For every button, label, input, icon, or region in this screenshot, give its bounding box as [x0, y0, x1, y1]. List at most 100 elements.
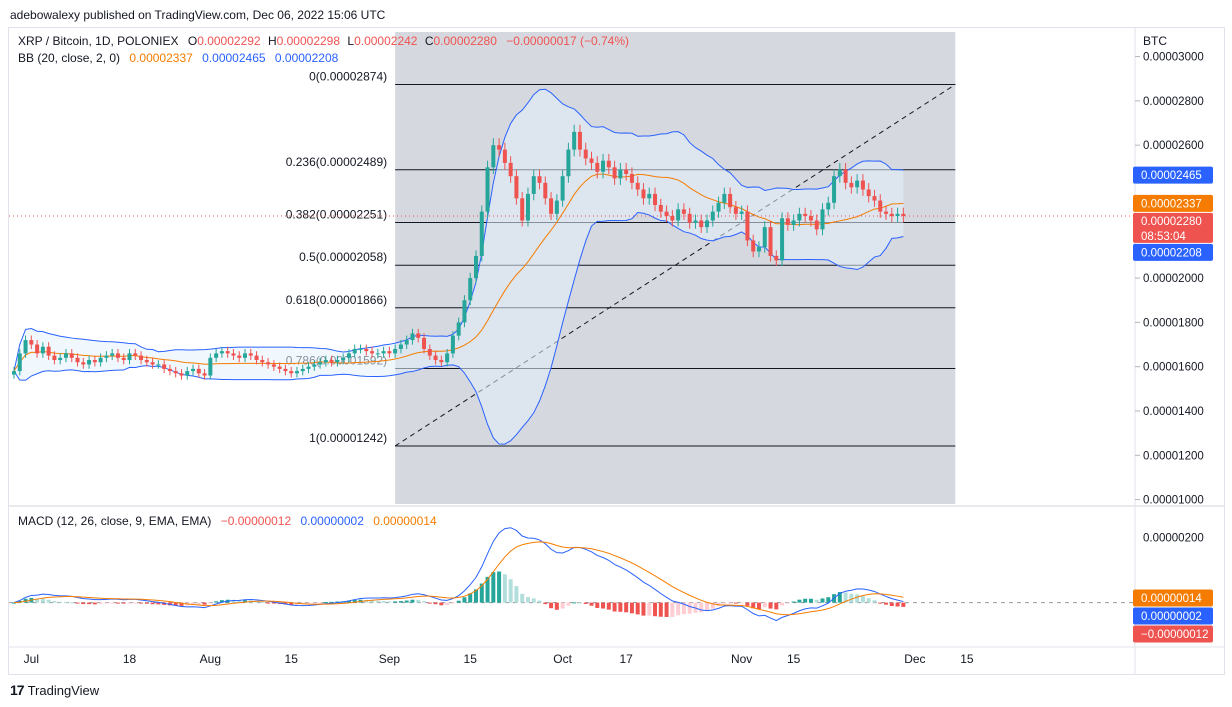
- macd-histogram-bar: [46, 599, 51, 603]
- candle-body: [29, 340, 34, 345]
- price-badge-label: 0.00002208: [1141, 247, 1202, 259]
- fib-level-label: 0.618(0.00001866): [286, 293, 387, 307]
- macd-histogram-bar: [121, 602, 126, 604]
- candle-body: [133, 353, 138, 356]
- macd-histogram-bar: [479, 583, 484, 603]
- macd-histogram-bar: [520, 593, 525, 603]
- price-badge: [1133, 212, 1213, 243]
- macd-histogram-bar: [179, 602, 184, 606]
- candle-body: [485, 167, 490, 212]
- candle-body: [69, 353, 74, 358]
- candle-body: [104, 355, 109, 358]
- macd-histogram-bar: [58, 601, 63, 603]
- macd-histogram-bar: [52, 601, 57, 603]
- legend-symbol: XRP / Bitcoin, 1D, POLONIEX O0.00002292 …: [18, 34, 629, 48]
- macd-histogram-bar: [98, 602, 103, 604]
- macd-histogram-bar: [803, 598, 808, 603]
- candle-body: [335, 360, 340, 363]
- price-badge: [1133, 166, 1213, 184]
- candle-body: [733, 207, 738, 214]
- candle-body: [219, 351, 224, 354]
- price-badge-label: 0.00002280: [1141, 216, 1202, 228]
- tradingview-footer[interactable]: 17 TradingView: [10, 682, 99, 698]
- macd-histogram-bar: [664, 602, 669, 617]
- candle-body: [797, 213, 802, 221]
- candle-body: [872, 196, 877, 201]
- time-axis-label: Aug: [200, 652, 221, 666]
- price-badge-countdown: 08:53:04: [1141, 231, 1186, 243]
- macd-histogram-bar: [352, 599, 357, 603]
- candle-body: [127, 353, 132, 361]
- candle-body: [554, 200, 559, 214]
- footer-brand: TradingView: [27, 682, 100, 698]
- macd-histogram-bar: [133, 602, 138, 604]
- candle-body: [474, 255, 478, 279]
- candle-body: [98, 357, 103, 363]
- price-badge: [1133, 589, 1213, 607]
- candle-body: [508, 162, 513, 177]
- candle-body: [664, 211, 669, 217]
- price-axis-label: 0.00001400: [1143, 406, 1204, 418]
- chart-frame: [8, 27, 1225, 675]
- candle-body: [710, 211, 715, 221]
- macd-histogram-bar: [260, 601, 265, 603]
- macd-histogram-bar: [387, 601, 392, 603]
- fib-level-label: 0.382(0.00002251): [286, 207, 387, 221]
- time-axis-label: 15: [464, 652, 478, 666]
- candle-body: [23, 340, 28, 354]
- macd-histogram-bar: [572, 602, 577, 604]
- tradingview-logo-icon: 17: [10, 682, 25, 698]
- price-axis-label: 0.00002000: [1143, 273, 1204, 285]
- macd-histogram-bar: [728, 602, 733, 604]
- price-axis-label: 0.00003000: [1143, 52, 1204, 64]
- candle-body: [832, 176, 837, 203]
- macd-histogram-bar: [583, 602, 588, 604]
- macd-histogram-bar: [40, 598, 45, 603]
- candle-body: [248, 353, 253, 356]
- candle-body: [358, 348, 363, 350]
- price-axis-label: 0.00002600: [1143, 140, 1204, 152]
- macd-histogram-bar: [647, 602, 652, 616]
- macd-histogram-bar: [485, 576, 490, 603]
- candle-body: [745, 211, 750, 241]
- candle-body: [387, 351, 392, 354]
- candle-body: [566, 149, 571, 177]
- macd-histogram-bar: [139, 602, 144, 604]
- candle-body: [468, 278, 473, 301]
- macd-histogram-bar: [780, 602, 785, 606]
- macd-histogram-bar: [456, 600, 461, 603]
- price-badge: [1133, 607, 1213, 625]
- macd-histogram-bar: [191, 602, 196, 605]
- macd-histogram-bar: [589, 602, 594, 606]
- candle-body: [681, 209, 686, 214]
- macd-histogram-bar: [35, 598, 40, 603]
- macd-histogram-bar: [676, 602, 681, 616]
- candle-body: [751, 240, 756, 252]
- candle-body: [162, 364, 167, 369]
- macd-histogram-bar: [549, 602, 554, 609]
- time-axis-label: Jul: [24, 652, 39, 666]
- macd-histogram-bar: [514, 586, 519, 603]
- price-badge-label: 0.00000014: [1141, 593, 1202, 605]
- macd-histogram-bar: [601, 602, 606, 609]
- candle-body: [404, 340, 409, 345]
- candle-body: [618, 169, 623, 179]
- candle-body: [46, 346, 51, 356]
- candle-body: [803, 213, 808, 217]
- macd-histogram-bar: [884, 602, 889, 605]
- macd-histogram-bar: [115, 602, 120, 604]
- macd-histogram-bar: [895, 602, 900, 607]
- price-badge-label: 0.00002337: [1141, 198, 1202, 210]
- macd-histogram-bar: [814, 599, 819, 603]
- candle-body: [115, 353, 120, 358]
- candle-body: [416, 333, 421, 338]
- macd-histogram-bar: [237, 600, 242, 603]
- macd-histogram-bar: [491, 572, 496, 603]
- macd-histogram-bar: [468, 593, 473, 603]
- macd-histogram-bar: [104, 602, 109, 604]
- candle-body: [577, 131, 582, 150]
- price-axis-label: 0.00001000: [1143, 495, 1204, 507]
- time-axis: Jul 18 Aug 15 Sep 15 Oct 17 Nov 15 Dec 15: [24, 652, 974, 666]
- candle-body: [341, 357, 346, 361]
